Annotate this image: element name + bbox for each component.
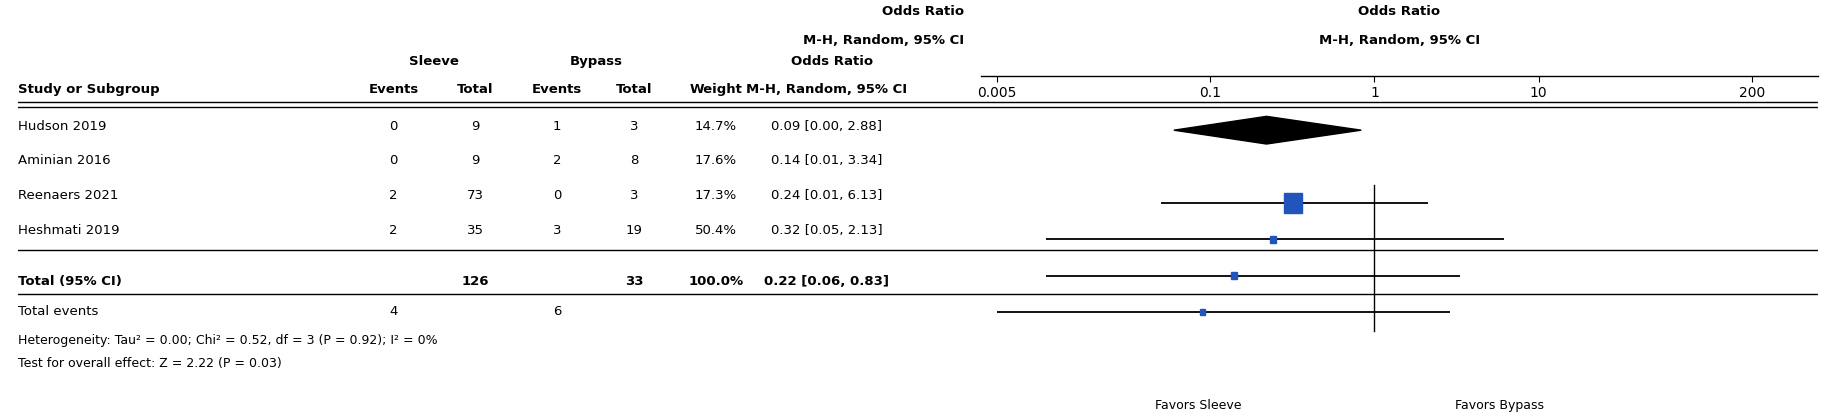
- Text: M-H, Random, 95% CI: M-H, Random, 95% CI: [802, 34, 964, 47]
- Text: Aminian 2016: Aminian 2016: [18, 154, 110, 168]
- Text: 19: 19: [626, 224, 643, 237]
- Text: 126: 126: [461, 275, 488, 288]
- Text: 50.4%: 50.4%: [696, 224, 736, 237]
- Text: Reenaers 2021: Reenaers 2021: [18, 189, 119, 202]
- Text: 3: 3: [630, 120, 639, 133]
- Text: Study or Subgroup: Study or Subgroup: [18, 83, 160, 96]
- Bar: [1201, 309, 1206, 315]
- Text: 2: 2: [389, 189, 398, 202]
- Text: 14.7%: 14.7%: [696, 120, 738, 133]
- Text: 3: 3: [553, 224, 562, 237]
- Text: M-H, Random, 95% CI: M-H, Random, 95% CI: [1318, 34, 1480, 47]
- Text: 100.0%: 100.0%: [688, 275, 744, 288]
- Text: 3: 3: [630, 189, 639, 202]
- Text: Favors Bypass: Favors Bypass: [1456, 399, 1544, 412]
- Bar: [1271, 236, 1276, 243]
- Text: 0: 0: [389, 120, 398, 133]
- Text: Events: Events: [532, 83, 582, 96]
- Text: Odds Ratio: Odds Ratio: [1359, 5, 1439, 18]
- Text: 0: 0: [553, 189, 562, 202]
- Text: 0.22 [0.06, 0.83]: 0.22 [0.06, 0.83]: [764, 275, 889, 288]
- Text: 9: 9: [472, 120, 479, 133]
- Text: 0.14 [0.01, 3.34]: 0.14 [0.01, 3.34]: [771, 154, 883, 168]
- Text: Sleeve: Sleeve: [409, 55, 459, 68]
- Text: Events: Events: [369, 83, 419, 96]
- Text: Heshmati 2019: Heshmati 2019: [18, 224, 119, 237]
- Text: 73: 73: [466, 189, 485, 202]
- Text: Total (95% CI): Total (95% CI): [18, 275, 123, 288]
- Polygon shape: [1173, 116, 1360, 144]
- Bar: [1283, 193, 1302, 213]
- Text: Hudson 2019: Hudson 2019: [18, 120, 106, 133]
- Text: Total: Total: [457, 83, 494, 96]
- Text: M-H, Random, 95% CI: M-H, Random, 95% CI: [745, 83, 907, 96]
- Text: 9: 9: [472, 154, 479, 168]
- Text: Favors Sleeve: Favors Sleeve: [1155, 399, 1241, 412]
- Text: 2: 2: [553, 154, 562, 168]
- Text: 1: 1: [553, 120, 562, 133]
- Text: 0.24 [0.01, 6.13]: 0.24 [0.01, 6.13]: [771, 189, 883, 202]
- Text: 17.6%: 17.6%: [696, 154, 738, 168]
- Text: 33: 33: [624, 275, 644, 288]
- Text: 0: 0: [389, 154, 398, 168]
- Text: Test for overall effect: Z = 2.22 (P = 0.03): Test for overall effect: Z = 2.22 (P = 0…: [18, 357, 283, 370]
- Text: Bypass: Bypass: [569, 55, 622, 68]
- Text: 2: 2: [389, 224, 398, 237]
- Text: 0.32 [0.05, 2.13]: 0.32 [0.05, 2.13]: [771, 224, 883, 237]
- Text: Total events: Total events: [18, 305, 99, 318]
- Text: 0.09 [0.00, 2.88]: 0.09 [0.00, 2.88]: [771, 120, 883, 133]
- Text: Odds Ratio: Odds Ratio: [881, 5, 964, 18]
- Text: 6: 6: [553, 305, 562, 318]
- Bar: [1232, 272, 1237, 279]
- Text: Heterogeneity: Tau² = 0.00; Chi² = 0.52, df = 3 (P = 0.92); I² = 0%: Heterogeneity: Tau² = 0.00; Chi² = 0.52,…: [18, 334, 439, 347]
- Text: 17.3%: 17.3%: [696, 189, 738, 202]
- Text: Weight: Weight: [690, 83, 742, 96]
- Text: 8: 8: [630, 154, 639, 168]
- Text: Odds Ratio: Odds Ratio: [791, 55, 872, 68]
- Text: 4: 4: [389, 305, 398, 318]
- Text: Total: Total: [617, 83, 652, 96]
- Text: 35: 35: [466, 224, 485, 237]
